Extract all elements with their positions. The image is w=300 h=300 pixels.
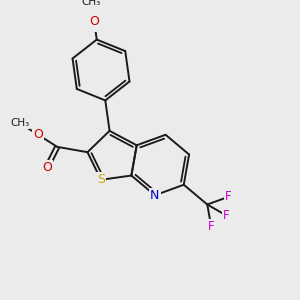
Text: F: F [225,190,231,203]
Text: CH₃: CH₃ [82,0,101,7]
Text: CH₃: CH₃ [10,118,29,128]
Text: F: F [223,209,230,222]
Text: O: O [33,128,43,141]
Text: N: N [150,189,160,202]
Text: F: F [208,220,214,233]
Text: S: S [97,173,105,186]
Text: O: O [89,15,99,28]
Text: O: O [42,161,52,174]
